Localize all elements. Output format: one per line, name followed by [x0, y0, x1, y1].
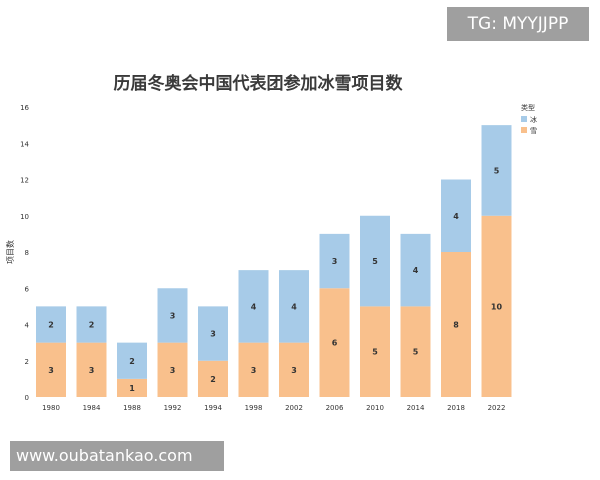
bar-segment — [441, 252, 471, 397]
legend-title: 类型 — [521, 103, 535, 112]
bar-segment — [36, 342, 66, 397]
bar-segment — [36, 306, 66, 343]
data-label: 5 — [372, 348, 378, 357]
x-tick-label: 2022 — [488, 404, 506, 412]
data-label: 3 — [89, 366, 95, 375]
data-label: 3 — [170, 366, 176, 375]
legend: 类型 冰雪 — [521, 103, 537, 135]
chart-title: 历届冬奥会中国代表团参加冰雪项目数 — [114, 73, 404, 94]
x-tick-label: 1994 — [204, 404, 222, 412]
bar-segment — [117, 342, 147, 379]
legend-label: 雪 — [530, 127, 537, 135]
bar-segment — [441, 179, 471, 252]
y-tick-label: 0 — [25, 394, 29, 402]
bar-segment — [319, 233, 350, 289]
x-tick-label: 2002 — [285, 404, 303, 412]
data-label: 6 — [332, 339, 338, 348]
bar-segment — [481, 125, 512, 216]
watermark-top: TG: MYYJJPP — [447, 7, 589, 41]
y-tick-label: 6 — [25, 285, 30, 293]
y-tick-label: 4 — [25, 322, 30, 330]
x-tick-label: 1988 — [123, 404, 141, 412]
data-label: 5 — [494, 166, 500, 175]
y-tick-label: 10 — [20, 213, 29, 221]
x-tick-label: 2018 — [447, 404, 465, 412]
x-axis-ticks: 1980 1984 1988 1992 1994 1998 2002 2006 2010 2014… — [42, 404, 505, 412]
bar-segment — [400, 233, 431, 307]
bar-segment — [238, 342, 269, 397]
data-label: 3 — [48, 366, 54, 375]
bar-segment — [319, 288, 350, 397]
data-label: 8 — [453, 321, 459, 330]
bar-segment — [238, 270, 269, 343]
x-tick-label: 1980 — [42, 404, 60, 412]
data-label: 4 — [251, 302, 257, 311]
bar-segment — [360, 215, 390, 307]
bar-segment — [279, 342, 309, 397]
data-label: 4 — [413, 266, 419, 275]
x-tick-label: 2010 — [366, 404, 384, 412]
bar-segment — [157, 288, 188, 343]
y-tick-label: 14 — [20, 140, 29, 148]
bar-segment — [76, 306, 107, 343]
legend-label: 冰 — [530, 115, 537, 124]
data-label: 2 — [48, 321, 54, 330]
data-label: 10 — [491, 302, 503, 311]
y-tick-label: 2 — [25, 358, 29, 366]
bar-segment — [198, 306, 228, 361]
data-label: 1 — [129, 384, 135, 393]
bar-segment — [117, 378, 147, 397]
data-label: 4 — [291, 302, 297, 311]
data-label: 2 — [129, 357, 135, 366]
data-label: 3 — [332, 257, 338, 266]
x-tick-label: 1992 — [164, 404, 182, 412]
bar-segment — [400, 306, 431, 397]
data-label: 3 — [170, 311, 176, 320]
data-label: 3 — [210, 330, 216, 339]
data-label: 4 — [453, 212, 459, 221]
y-tick-label: 12 — [20, 177, 29, 185]
data-label: 5 — [372, 257, 378, 266]
data-label: 3 — [251, 366, 257, 375]
bar-segment — [76, 342, 107, 397]
y-axis-ticks: 0 2 4 6 8 10 12 14 16 — [20, 104, 29, 402]
x-tick-label: 1998 — [245, 404, 263, 412]
y-tick-label: 16 — [20, 104, 29, 112]
watermark-bottom: www.oubatankao.com — [10, 441, 224, 471]
bar-segment — [481, 215, 512, 397]
y-tick-label: 8 — [25, 249, 29, 257]
x-tick-label: 2014 — [407, 404, 425, 412]
bar-segment — [157, 342, 188, 397]
bar-segment — [360, 306, 390, 397]
data-label: 2 — [89, 321, 95, 330]
y-axis-label: 项目数 — [5, 240, 15, 264]
x-tick-label: 1984 — [83, 404, 101, 412]
bar-segment — [279, 270, 309, 343]
bars: 3 2 3 2 1 2 3 3 2 3 3 4 3 4 6 3 5 5 5 4 8 4 10 5 — [36, 125, 512, 397]
legend-swatch — [521, 116, 527, 122]
x-tick-label: 2006 — [326, 404, 344, 412]
data-label: 5 — [413, 348, 419, 357]
data-label: 3 — [291, 366, 297, 375]
bar-segment — [198, 360, 228, 397]
legend-swatch — [521, 127, 527, 133]
data-label: 2 — [210, 375, 216, 384]
